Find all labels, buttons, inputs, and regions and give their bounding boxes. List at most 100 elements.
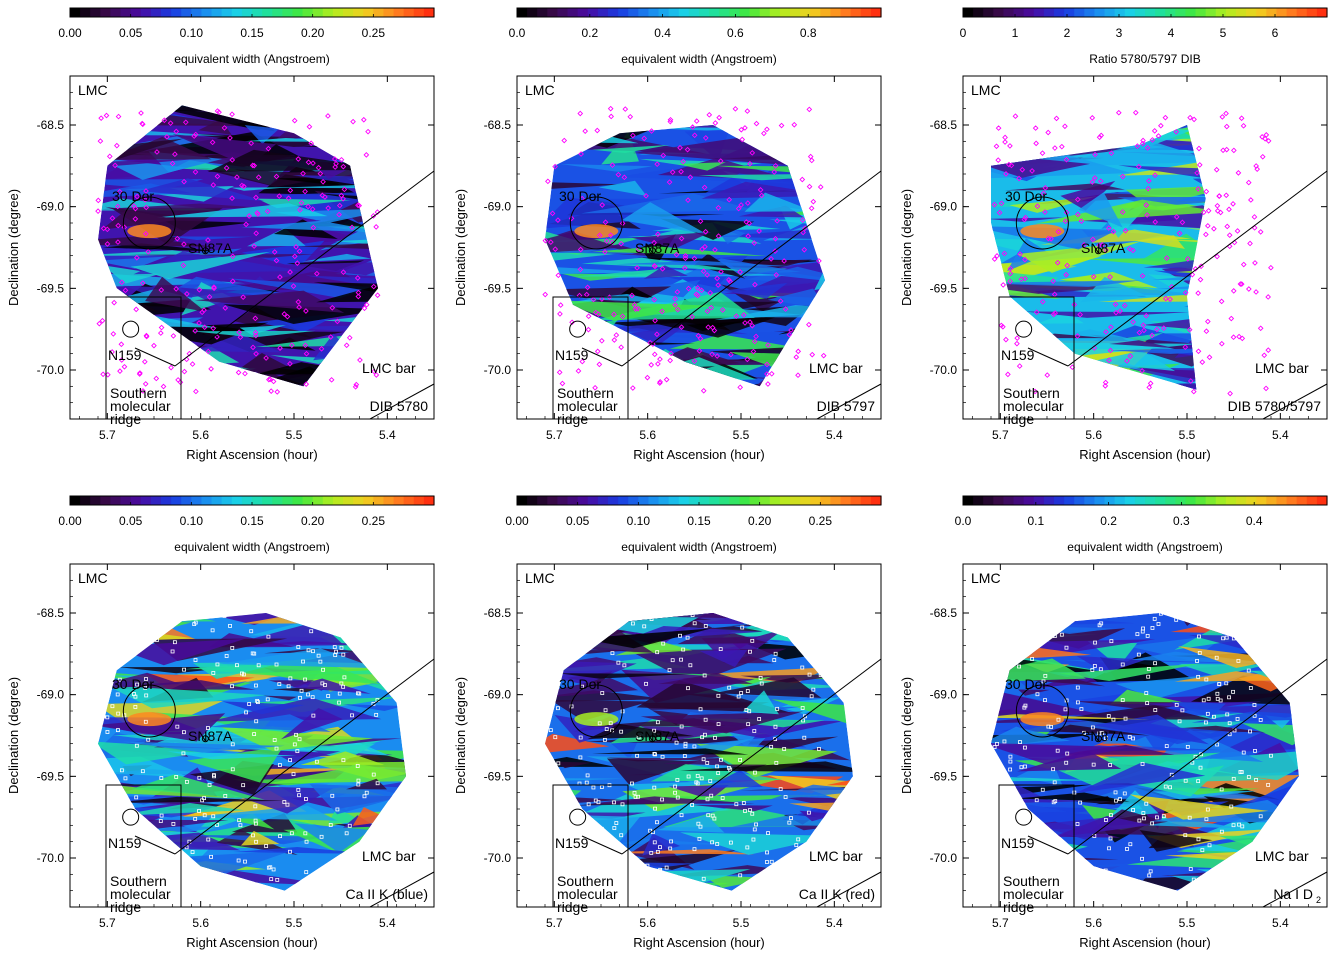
sample-marker [1063, 156, 1070, 163]
colorbar-tick-label: 0.4 [654, 26, 671, 40]
sample-marker [630, 132, 636, 139]
sample-marker [1180, 708, 1185, 713]
sample-marker [350, 713, 354, 718]
sample-marker [309, 629, 314, 634]
sample-marker [285, 195, 292, 202]
sample-marker [158, 324, 165, 331]
heatmap-cell [337, 134, 378, 167]
colorbar-segment [1225, 8, 1237, 17]
sample-marker [144, 821, 149, 826]
heatmap-cell [658, 673, 753, 684]
heatmap-cell [381, 635, 406, 654]
sample-marker [1196, 674, 1201, 679]
sample-marker [1050, 311, 1057, 318]
sample-marker [273, 173, 280, 180]
sample-marker [1056, 717, 1061, 722]
sample-marker [1227, 721, 1232, 726]
sample-marker [996, 209, 1003, 216]
sample-marker [190, 850, 195, 854]
sample-marker [1000, 323, 1006, 330]
sample-marker [338, 156, 345, 163]
sample-marker [306, 692, 311, 697]
sample-marker [1240, 824, 1245, 829]
sample-marker [654, 331, 660, 338]
sample-marker [1008, 754, 1013, 759]
colorbar-segment [769, 8, 781, 17]
colorbar-segment [517, 496, 528, 505]
sample-marker [1106, 714, 1111, 718]
sample-marker [373, 224, 379, 230]
sample-marker [1198, 765, 1203, 770]
label-30dor: 30 Dor [1005, 676, 1047, 692]
sample-marker [1055, 748, 1060, 753]
sample-marker [138, 859, 142, 863]
dor30-circle [569, 196, 623, 250]
sample-marker [294, 732, 298, 737]
sample-marker [685, 197, 691, 204]
heatmap-cell [1215, 128, 1332, 138]
sample-marker [752, 827, 757, 832]
sample-marker [715, 842, 720, 846]
sample-marker [200, 798, 205, 803]
sample-marker [655, 720, 660, 725]
sample-marker [569, 704, 574, 709]
sample-marker [236, 858, 241, 863]
colorbar-segment [272, 496, 283, 505]
sample-marker [669, 169, 676, 176]
sample-marker [310, 695, 315, 700]
bar-edge-lower [369, 383, 434, 419]
sample-marker [1190, 388, 1197, 395]
sample-marker [230, 646, 235, 650]
sample-marker [651, 239, 657, 246]
bar-edge-upper [621, 170, 881, 367]
x-axis-label: Right Ascension (hour) [633, 935, 765, 950]
sample-marker [289, 831, 294, 836]
sample-marker [118, 357, 125, 363]
heatmap-cell [101, 575, 218, 589]
sn87a-marker [201, 247, 209, 255]
sample-marker [165, 622, 169, 627]
heatmap-cell [1195, 702, 1299, 718]
sample-marker [694, 285, 701, 291]
sample-marker [612, 800, 616, 805]
colorbar-segment [699, 496, 710, 505]
sample-marker [326, 694, 331, 698]
sample-marker [1258, 814, 1263, 819]
heatmap-cell [268, 680, 315, 688]
colorbar-segment [1266, 8, 1278, 17]
sample-marker [1043, 698, 1047, 703]
heatmap-cell [771, 699, 853, 731]
heatmap-cell [545, 181, 623, 190]
n159-circle [122, 808, 140, 826]
sample-marker [1059, 143, 1065, 150]
sample-marker [289, 342, 295, 349]
sample-marker [253, 230, 260, 237]
bar-edge-end [581, 347, 623, 367]
sample-marker [1001, 771, 1006, 775]
heatmap-cell [690, 379, 785, 387]
sample-marker [619, 729, 624, 734]
sample-marker [727, 278, 734, 285]
sample-marker [302, 188, 308, 195]
sample-marker [1099, 621, 1104, 626]
sample-marker [742, 125, 748, 131]
sample-marker [253, 194, 259, 201]
sample-marker [350, 118, 356, 125]
heatmap-cell [1036, 312, 1084, 324]
heatmap-cell [1141, 233, 1206, 266]
x-axis-label: Right Ascension (hour) [1079, 447, 1211, 462]
sample-marker [1260, 622, 1265, 627]
sample-marker [586, 802, 591, 807]
sample-marker [273, 257, 280, 264]
sample-marker [749, 322, 756, 329]
sample-marker [599, 202, 606, 208]
sample-marker [357, 357, 363, 363]
sample-marker [700, 735, 705, 740]
sample-marker [256, 700, 260, 704]
sample-marker [210, 182, 217, 188]
heatmap-cell [1075, 762, 1206, 793]
colorbar-segment [749, 8, 761, 17]
bar-edge-upper [621, 658, 881, 855]
sample-marker [134, 193, 140, 200]
